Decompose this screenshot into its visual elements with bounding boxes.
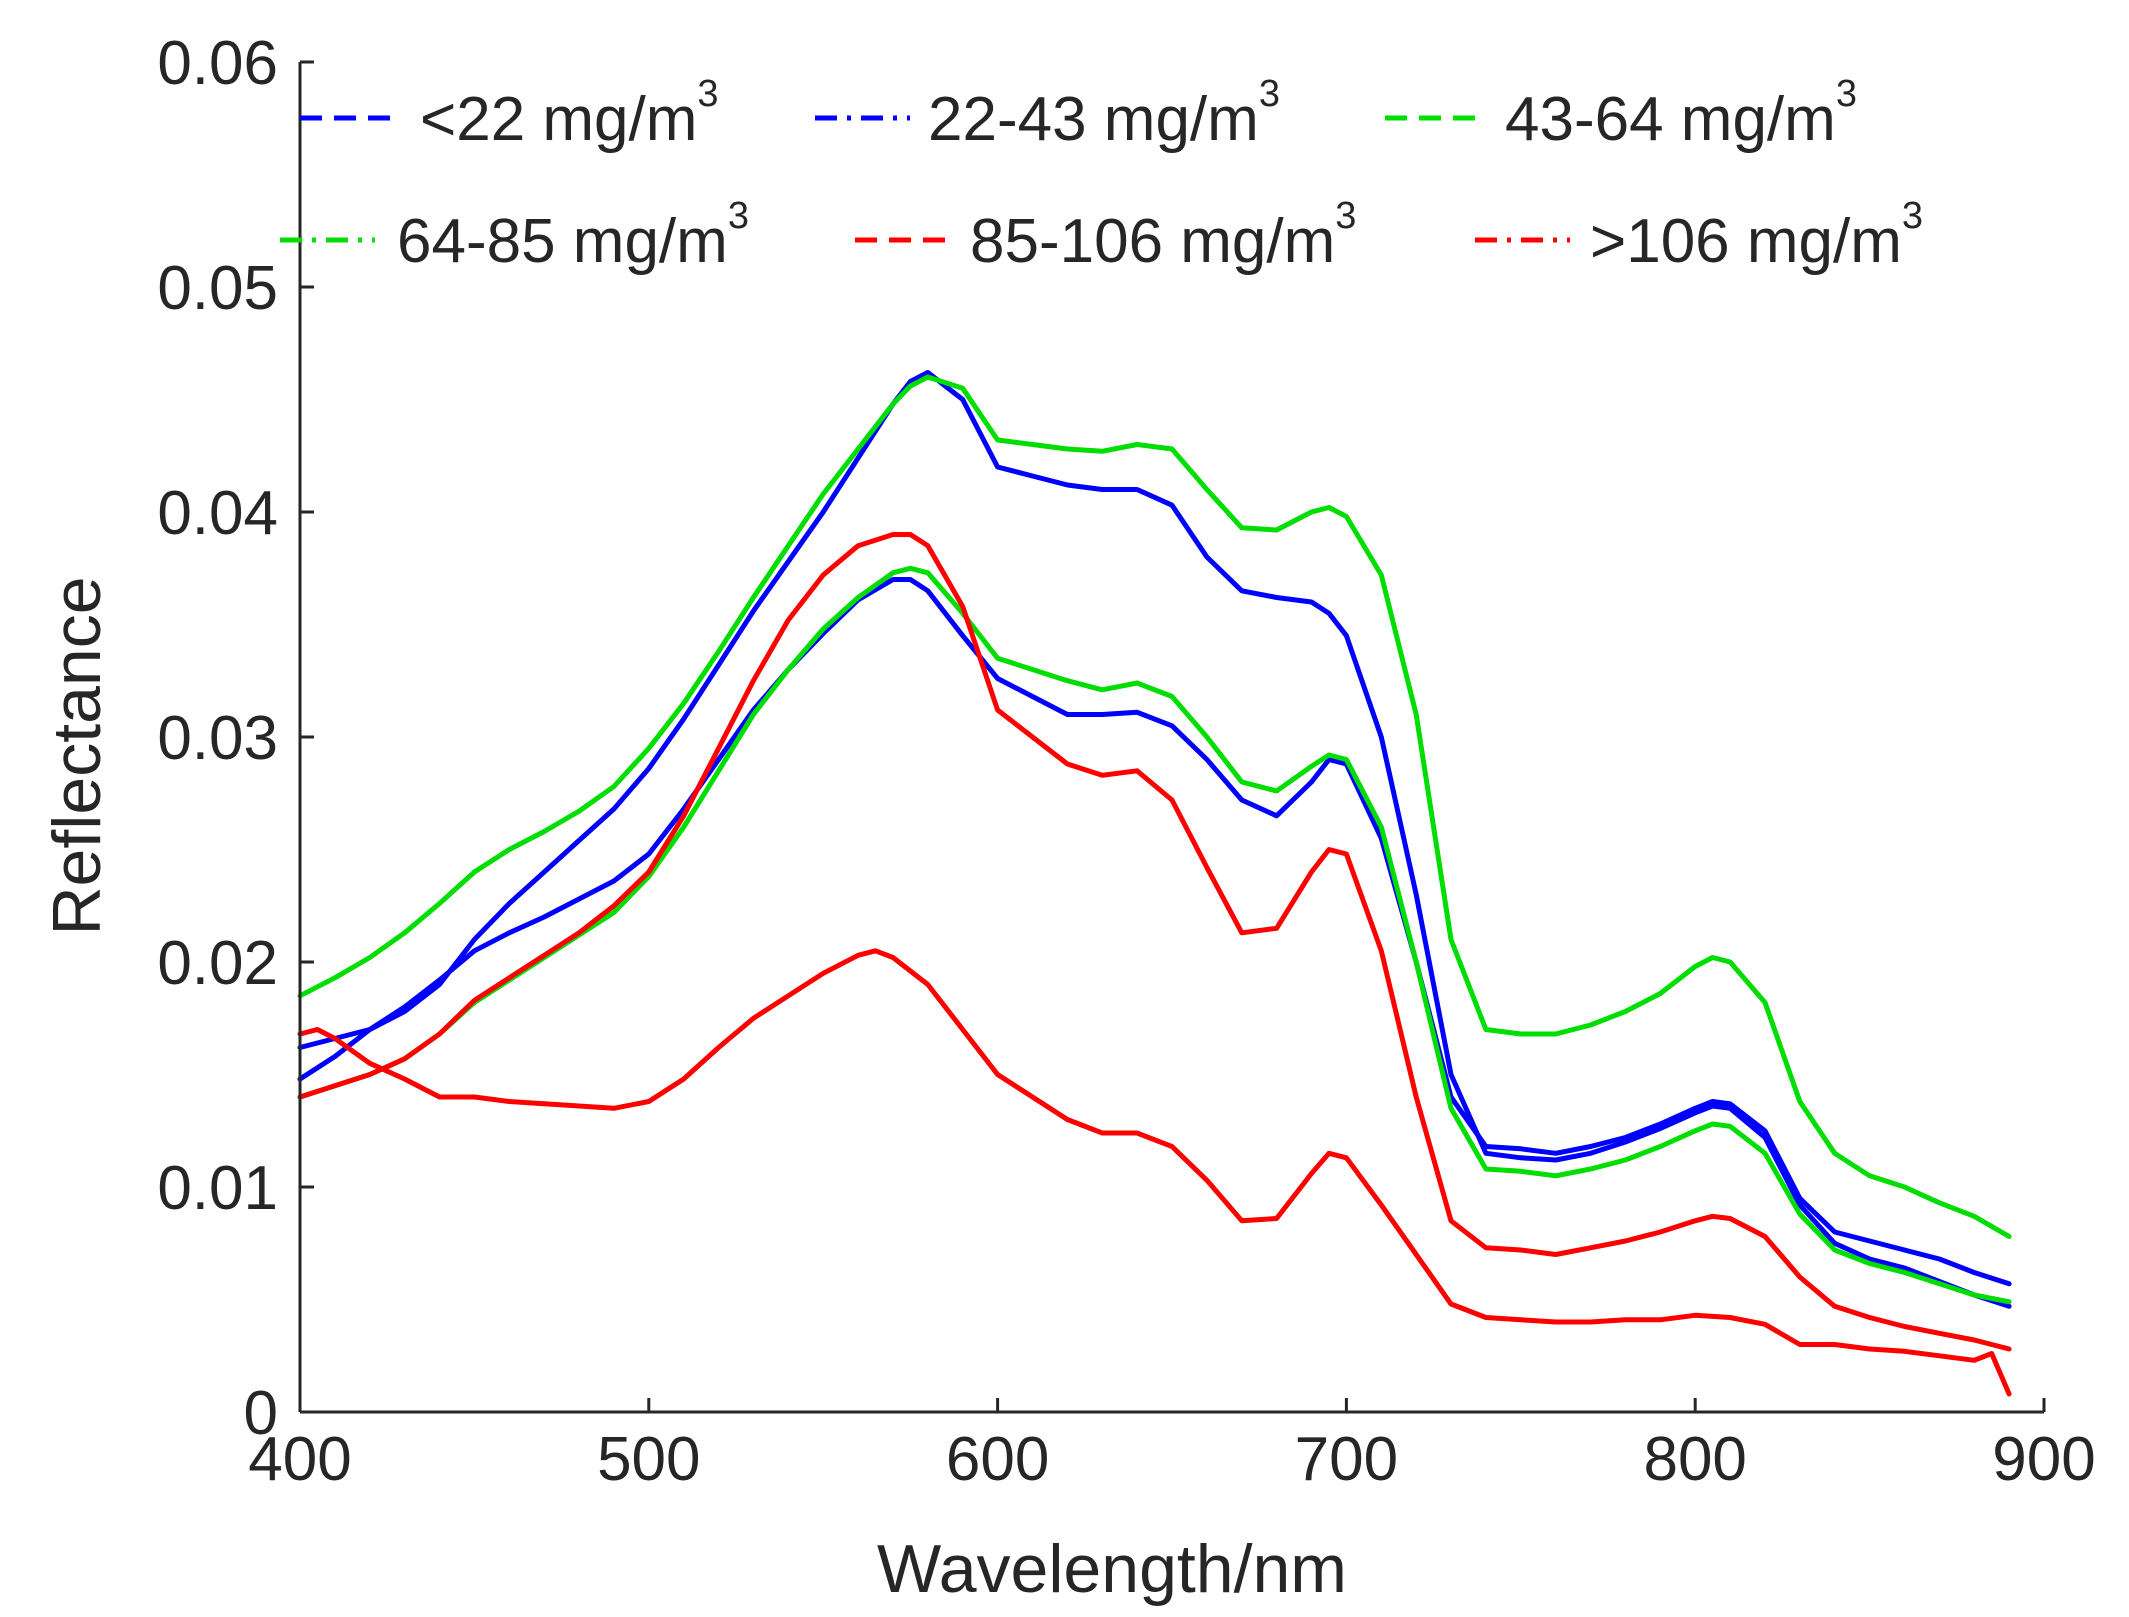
series-line-6 <box>297 948 2012 1397</box>
legend-superscript: 3 <box>1259 73 1280 115</box>
legend-label-1: <22 mg/m3 <box>420 73 719 154</box>
x-tick-label: 900 <box>1992 1425 2095 1494</box>
y-tick-label: 0.05 <box>157 254 278 323</box>
legend-label-2: 22-43 mg/m3 <box>928 73 1280 154</box>
legend-superscript: 3 <box>728 195 749 237</box>
x-tick-label: 600 <box>946 1425 1049 1494</box>
y-tick-label: 0.02 <box>157 929 278 998</box>
legend-superscript: 3 <box>697 73 718 115</box>
legend-superscript: 3 <box>1836 73 1857 115</box>
legend-superscript: 3 <box>1335 195 1356 237</box>
legend-label-5: 85-106 mg/m3 <box>970 195 1356 276</box>
legend-label-3: 43-64 mg/m3 <box>1505 73 1857 154</box>
x-tick-label: 700 <box>1295 1425 1398 1494</box>
series-line-3 <box>297 374 2012 1239</box>
legend-label-6: >106 mg/m3 <box>1590 195 1923 276</box>
legend: <22 mg/m3 22-43 mg/m3 43-64 mg/m3 64-85 mg/… <box>280 73 1923 276</box>
legend-label-4: 64-85 mg/m3 <box>397 195 749 276</box>
y-tick-label: 0.06 <box>157 29 278 98</box>
ticks-layer: 400 500 600 700 800 900 0 0.01 0.02 0.03 0.04 0.05 0… <box>157 29 2095 1494</box>
y-tick-label: 0 <box>244 1379 278 1448</box>
x-axis-label: Wavelength/nm <box>877 1531 1347 1607</box>
series-layer <box>297 370 2012 1397</box>
series-line-2 <box>297 370 2012 1309</box>
y-axis-label: Reflectance <box>39 576 115 935</box>
y-tick-label: 0.01 <box>157 1154 278 1223</box>
y-tick-label: 0.03 <box>157 704 278 773</box>
x-tick-label: 500 <box>597 1425 700 1494</box>
series-line-5 <box>297 532 2012 1352</box>
y-tick-label: 0.04 <box>157 479 278 548</box>
x-tick-label: 800 <box>1643 1425 1746 1494</box>
x-tick-label: 400 <box>248 1425 351 1494</box>
legend-superscript: 3 <box>1902 195 1923 237</box>
series-line-1 <box>297 577 2012 1287</box>
series-line-4 <box>297 565 2012 1305</box>
